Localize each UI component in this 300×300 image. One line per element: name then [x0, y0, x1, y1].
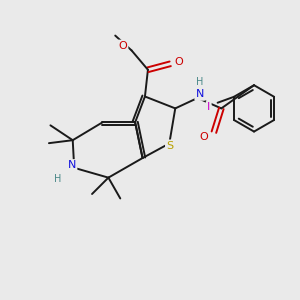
Text: H: H	[54, 174, 61, 184]
Text: I: I	[207, 102, 210, 112]
Text: S: S	[167, 141, 173, 151]
Text: O: O	[118, 41, 127, 51]
Text: N: N	[196, 89, 204, 99]
Text: O: O	[175, 57, 184, 67]
Text: H: H	[196, 76, 204, 87]
Text: O: O	[199, 132, 208, 142]
Text: N: N	[68, 160, 76, 170]
